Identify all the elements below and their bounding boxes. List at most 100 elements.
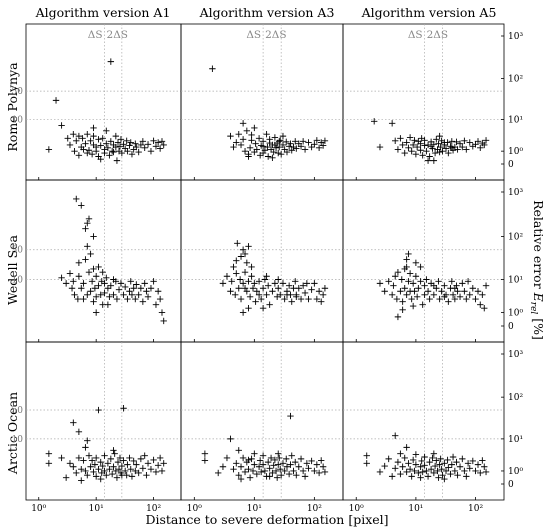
data-point bbox=[421, 282, 428, 289]
data-point bbox=[137, 141, 145, 149]
data-point bbox=[406, 270, 414, 277]
data-point bbox=[152, 143, 160, 150]
data-point bbox=[438, 288, 445, 295]
data-point bbox=[245, 153, 252, 160]
data-point bbox=[88, 150, 96, 158]
data-point bbox=[66, 141, 74, 149]
data-point bbox=[301, 289, 309, 297]
data-point bbox=[75, 132, 83, 140]
data-point bbox=[156, 454, 164, 462]
data-point bbox=[237, 295, 245, 303]
data-point bbox=[269, 469, 276, 477]
data-point bbox=[253, 470, 261, 478]
data-point bbox=[241, 269, 249, 276]
y-axis-label-unit: [%] bbox=[531, 314, 546, 340]
data-point bbox=[313, 461, 321, 468]
data-point bbox=[391, 137, 399, 144]
data-point bbox=[430, 469, 438, 477]
data-point bbox=[256, 457, 264, 464]
data-point bbox=[445, 149, 452, 157]
data-point bbox=[91, 461, 99, 468]
data-point bbox=[409, 302, 417, 310]
y-axis-label-subscript: rel bbox=[528, 302, 538, 315]
data-point bbox=[290, 467, 297, 475]
data-point bbox=[112, 132, 120, 140]
data-point bbox=[245, 243, 252, 250]
data-point bbox=[251, 280, 258, 287]
data-point bbox=[230, 465, 237, 473]
data-point bbox=[454, 471, 461, 479]
panel-r2-c2 bbox=[180, 179, 344, 343]
data-point bbox=[130, 285, 137, 292]
y-guide-label: 10 bbox=[12, 275, 24, 285]
data-point bbox=[223, 273, 231, 280]
data-point bbox=[235, 447, 242, 454]
data-point bbox=[406, 465, 414, 473]
data-point bbox=[71, 291, 78, 298]
data-point bbox=[124, 147, 131, 155]
data-point bbox=[277, 471, 285, 479]
data-point bbox=[411, 467, 418, 475]
data-point bbox=[158, 467, 166, 475]
data-point bbox=[62, 280, 70, 287]
y-tick-label: 10³ bbox=[508, 350, 523, 360]
data-point bbox=[75, 454, 83, 462]
panel-r1-c1: ΔS 2ΔS 10 50 bbox=[12, 23, 182, 181]
data-point bbox=[230, 263, 237, 271]
data-point bbox=[90, 233, 97, 240]
data-point bbox=[477, 469, 484, 477]
data-point bbox=[87, 250, 94, 258]
data-point bbox=[417, 463, 424, 470]
data-point bbox=[107, 138, 115, 145]
data-point bbox=[68, 285, 76, 292]
data-point bbox=[413, 293, 421, 301]
data-point bbox=[399, 463, 406, 470]
data-point bbox=[144, 141, 152, 148]
data-point bbox=[430, 157, 438, 164]
data-point bbox=[472, 467, 479, 475]
data-point bbox=[101, 149, 108, 157]
data-point bbox=[261, 276, 269, 283]
data-point bbox=[311, 467, 318, 475]
data-point bbox=[401, 149, 408, 157]
data-point bbox=[283, 455, 290, 463]
data-point bbox=[263, 273, 270, 280]
data-point bbox=[412, 273, 420, 280]
data-point bbox=[92, 454, 100, 462]
data-point bbox=[66, 460, 74, 467]
data-point bbox=[275, 149, 282, 157]
data-point bbox=[248, 263, 255, 271]
data-point bbox=[449, 291, 457, 298]
data-point bbox=[283, 138, 290, 146]
data-point bbox=[141, 452, 148, 459]
data-point bbox=[103, 127, 110, 135]
data-point bbox=[128, 150, 136, 158]
panel-r1-c3: ΔS 2ΔS 0 10⁰ 10¹ 10² 10³ bbox=[342, 23, 523, 181]
panel-frame bbox=[342, 179, 505, 343]
data-point bbox=[121, 283, 129, 291]
data-point bbox=[80, 457, 87, 464]
data-point bbox=[264, 153, 272, 160]
data-point bbox=[444, 456, 451, 464]
data-point bbox=[272, 467, 280, 475]
data-point bbox=[45, 146, 53, 153]
data-point bbox=[435, 474, 442, 481]
data-point bbox=[85, 269, 93, 276]
data-point bbox=[393, 295, 401, 303]
data-point bbox=[466, 465, 473, 472]
data-point bbox=[308, 286, 315, 293]
data-point bbox=[110, 276, 117, 283]
data-point bbox=[150, 456, 157, 464]
data-point bbox=[127, 465, 134, 473]
data-point bbox=[391, 465, 399, 472]
data-point bbox=[201, 457, 209, 464]
data-point bbox=[87, 463, 94, 470]
data-point bbox=[124, 461, 131, 468]
data-point bbox=[441, 293, 448, 301]
data-point bbox=[97, 475, 104, 483]
data-point bbox=[448, 144, 456, 151]
data-point bbox=[417, 278, 424, 285]
data-point bbox=[107, 282, 115, 289]
data-point bbox=[481, 141, 488, 149]
data-point bbox=[84, 243, 91, 250]
